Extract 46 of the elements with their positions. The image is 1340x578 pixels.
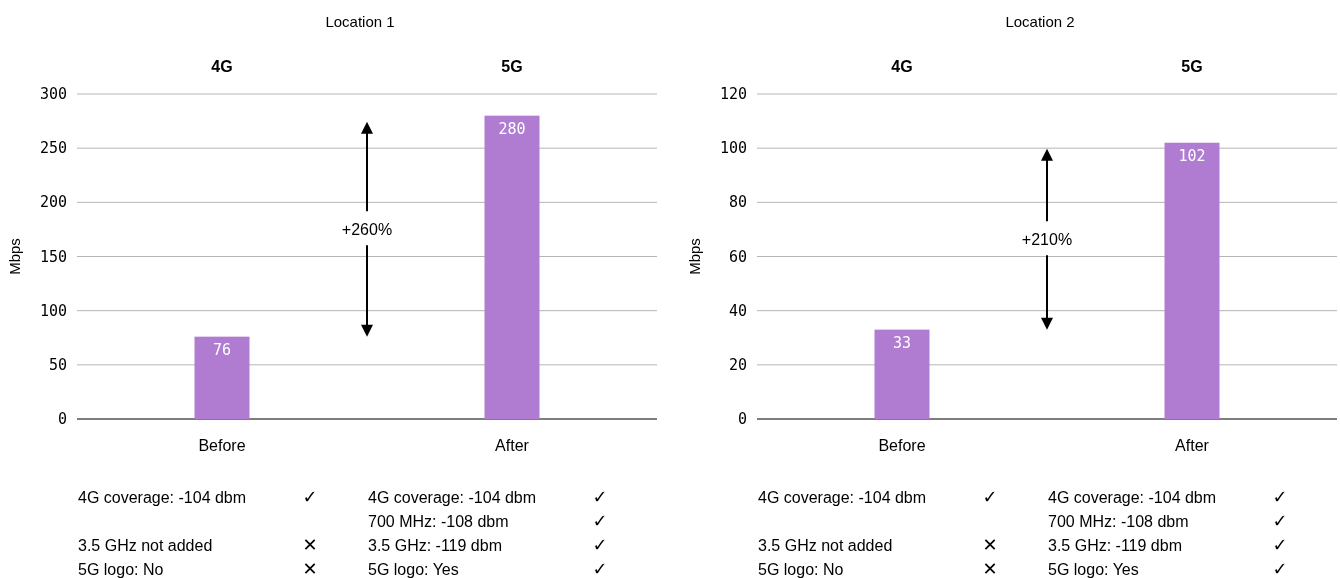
y-tick-label: 100 xyxy=(719,139,747,158)
text: 5G logo: Yes ✓ xyxy=(1048,558,1288,578)
text: 5G logo: No ✕ xyxy=(78,558,318,578)
y-tick-label: 120 xyxy=(719,85,747,103)
y-tick-label: 80 xyxy=(728,193,747,212)
text: 4G coverage: -104 dbm ✓ xyxy=(78,486,318,507)
text: 5G xyxy=(501,58,523,75)
annotation: +260% xyxy=(341,221,393,239)
annotation: +210% xyxy=(1021,231,1073,249)
text: 700 MHz: -108 dbm ✓ xyxy=(1048,510,1288,531)
y-tick-label: 100 xyxy=(39,301,67,320)
y-tick-label: 200 xyxy=(39,193,67,212)
y-tick-label: 0 xyxy=(57,410,67,428)
text: 4G coverage: -104 dbm ✓ xyxy=(368,486,608,507)
y-axis-title: Mbps xyxy=(6,238,23,275)
y-tick-label: 300 xyxy=(39,85,67,103)
y-tick-label: 150 xyxy=(39,247,67,266)
data-label: 102 xyxy=(1178,146,1206,165)
text: 5G xyxy=(1181,58,1203,75)
y-axis-title: Mbps xyxy=(686,238,703,275)
text: 4G xyxy=(211,58,233,75)
text: 5G logo: No ✕ xyxy=(758,558,998,578)
text: 3.5 GHz not added ✕ xyxy=(78,534,318,555)
data-label: 76 xyxy=(212,340,232,359)
chart-title: Location 2 xyxy=(1005,13,1075,30)
text: 4G coverage: -104 dbm ✓ xyxy=(758,486,998,507)
text: 3.5 GHz: -119 dbm ✓ xyxy=(1048,534,1288,555)
text: 700 MHz: -108 dbm ✓ xyxy=(368,510,608,531)
text: 4G xyxy=(891,58,913,75)
text: 3.5 GHz: -119 dbm ✓ xyxy=(368,534,608,555)
x-tick-label: After xyxy=(1175,437,1210,454)
text: 4G coverage: -104 dbm ✓ xyxy=(1048,486,1288,507)
y-tick-label: 250 xyxy=(39,139,67,158)
y-tick-label: 60 xyxy=(728,247,747,266)
y-tick-label: 40 xyxy=(728,301,747,320)
y-tick-label: 0 xyxy=(737,410,747,428)
y-tick-label: 50 xyxy=(48,355,67,374)
chart-title: Location 1 xyxy=(325,13,395,30)
x-tick-label: After xyxy=(495,437,530,454)
x-tick-label: Before xyxy=(198,437,246,454)
text: 3.5 GHz not added ✕ xyxy=(758,534,998,555)
x-tick-label: Before xyxy=(878,437,926,454)
y-tick-label: 20 xyxy=(728,355,747,374)
text: 5G logo: Yes ✓ xyxy=(368,558,608,578)
data-label: 33 xyxy=(892,333,912,352)
data-label: 280 xyxy=(498,119,526,138)
